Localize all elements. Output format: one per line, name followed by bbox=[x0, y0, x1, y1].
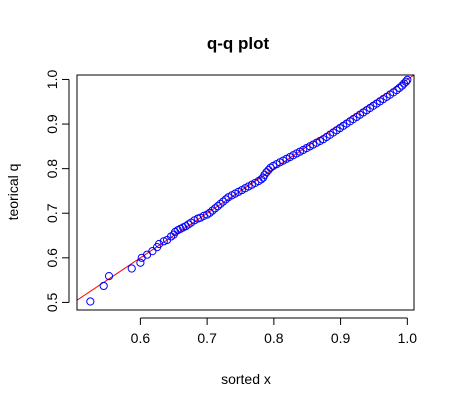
data-point bbox=[136, 258, 145, 267]
x-tick-label: 0.8 bbox=[264, 330, 284, 346]
x-tick-label: 0.9 bbox=[331, 330, 351, 346]
data-point bbox=[86, 297, 95, 306]
x-axis: 0.6 0.7 0.8 0.9 1.0 bbox=[131, 317, 418, 346]
data-point bbox=[213, 202, 222, 211]
data-point bbox=[219, 197, 228, 206]
data-point bbox=[403, 75, 412, 85]
data-point bbox=[148, 247, 157, 256]
y-tick-label: 0.8 bbox=[44, 159, 60, 179]
data-point bbox=[127, 264, 136, 273]
data-point bbox=[264, 165, 273, 175]
data-point bbox=[221, 195, 230, 204]
y-tick-label: 0.9 bbox=[44, 114, 60, 134]
x-tick-label: 0.7 bbox=[197, 330, 217, 346]
y-tick-label: 1.0 bbox=[44, 70, 60, 90]
y-axis: 0.5 0.6 0.7 0.8 0.9 1.0 bbox=[44, 70, 70, 312]
y-tick-label: 0.7 bbox=[44, 203, 60, 223]
data-point bbox=[203, 210, 212, 219]
chart-title: q-q plot bbox=[207, 34, 270, 53]
x-axis-label: sorted x bbox=[221, 371, 271, 387]
data-point bbox=[216, 199, 225, 208]
data-point bbox=[154, 239, 164, 249]
data-point bbox=[208, 206, 217, 215]
x-tick-label: 0.6 bbox=[131, 330, 151, 346]
data-point bbox=[401, 77, 411, 86]
data-point bbox=[205, 208, 214, 217]
y-axis-label: teorical q bbox=[5, 164, 21, 221]
x-tick-label: 1.0 bbox=[398, 330, 418, 346]
y-tick-label: 0.6 bbox=[44, 248, 60, 268]
data-point bbox=[211, 204, 220, 213]
data-point bbox=[266, 163, 275, 172]
data-point bbox=[137, 253, 146, 262]
plot-area bbox=[77, 75, 414, 306]
data-point bbox=[104, 272, 114, 281]
data-point bbox=[395, 83, 404, 93]
data-point bbox=[392, 86, 401, 95]
data-point bbox=[184, 220, 193, 229]
plot-frame bbox=[76, 74, 415, 311]
data-point bbox=[260, 170, 269, 179]
y-tick-label: 0.5 bbox=[44, 292, 60, 312]
data-point bbox=[99, 281, 108, 291]
